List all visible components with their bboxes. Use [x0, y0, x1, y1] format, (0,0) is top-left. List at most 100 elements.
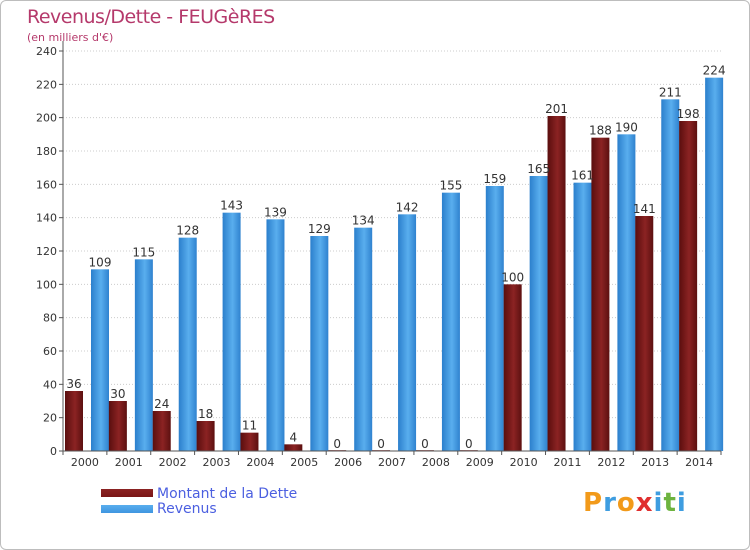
- bar-revenus: [222, 212, 241, 451]
- x-tick-label: 2010: [510, 456, 538, 469]
- y-tick-label: 20: [43, 412, 57, 425]
- y-tick-label: 240: [36, 45, 57, 58]
- bar-revenus: [485, 186, 504, 451]
- y-tick-label: 0: [50, 445, 57, 458]
- data-label-revenus: 143: [220, 199, 243, 213]
- data-label-revenus: 224: [703, 64, 726, 78]
- data-label-revenus: 128: [176, 224, 199, 238]
- bar-revenus: [266, 219, 285, 451]
- legend-swatch-revenus: [101, 505, 153, 513]
- data-label-revenus: 155: [439, 179, 462, 193]
- bar-revenus: [705, 77, 724, 452]
- x-tick-label: 2011: [553, 456, 581, 469]
- data-label-dette: 30: [110, 387, 125, 401]
- data-label-revenus: 161: [571, 169, 594, 183]
- data-label-revenus: 129: [308, 222, 331, 236]
- logo-letter: i: [653, 488, 664, 518]
- bar-dette: [108, 401, 127, 451]
- x-tick-label: 2007: [378, 456, 406, 469]
- bar-dette: [679, 121, 698, 451]
- x-tick-label: 2006: [334, 456, 362, 469]
- data-label-dette: 0: [377, 437, 385, 451]
- proxiti-logo: Proxiti: [583, 488, 687, 518]
- y-tick-label: 180: [36, 145, 57, 158]
- logo-letter: P: [583, 488, 604, 518]
- y-tick-label: 120: [36, 245, 57, 258]
- x-tick-label: 2001: [115, 456, 143, 469]
- bar-dette: [240, 432, 259, 451]
- bar-revenus: [441, 192, 460, 451]
- x-tick-label: 2003: [203, 456, 231, 469]
- bar-dette: [196, 421, 215, 451]
- x-tick-label: 2014: [685, 456, 713, 469]
- y-tick-label: 140: [36, 212, 57, 225]
- y-tick-label: 200: [36, 112, 57, 125]
- data-label-dette: 141: [633, 202, 656, 216]
- x-tick-label: 2013: [641, 456, 669, 469]
- data-label-dette: 0: [333, 437, 341, 451]
- data-label-dette: 11: [242, 419, 257, 433]
- data-label-dette: 4: [290, 430, 298, 444]
- y-tick-label: 60: [43, 345, 57, 358]
- data-label-revenus: 115: [132, 245, 155, 259]
- data-label-dette: 201: [545, 102, 568, 116]
- data-label-dette: 24: [154, 397, 169, 411]
- data-label-revenus: 190: [615, 120, 638, 134]
- data-label-revenus: 211: [659, 85, 682, 99]
- x-tick-label: 2012: [597, 456, 625, 469]
- y-tick-label: 40: [43, 378, 57, 391]
- bar-revenus: [310, 236, 329, 451]
- x-tick-label: 2002: [159, 456, 187, 469]
- data-label-dette: 100: [501, 270, 524, 284]
- legend-label-dette: Montant de la Dette: [157, 486, 298, 502]
- data-label-dette: 0: [421, 437, 429, 451]
- x-tick-label: 2004: [246, 456, 274, 469]
- logo-letter: x: [635, 488, 654, 518]
- bar-dette: [503, 284, 522, 451]
- data-label-dette: 188: [589, 124, 612, 138]
- x-tick-label: 2000: [71, 456, 99, 469]
- bar-revenus: [398, 214, 417, 451]
- chart-title: Revenus/Dette - FEUGèRES: [27, 6, 275, 28]
- data-label-dette: 36: [66, 377, 81, 391]
- bar-revenus: [529, 176, 548, 451]
- logo-letter: r: [603, 488, 617, 518]
- data-label-dette: 0: [465, 437, 473, 451]
- data-label-revenus: 109: [89, 255, 112, 269]
- bar-revenus: [354, 227, 373, 451]
- bar-dette: [65, 391, 83, 451]
- legend-label-revenus: Revenus: [157, 501, 217, 517]
- x-tick-label: 2008: [422, 456, 450, 469]
- data-labels: 36 109 30 115 24 128 18 143 11 139 4 129 0 134 0 142 0 15…: [66, 64, 725, 451]
- bar-revenus: [134, 259, 153, 451]
- data-label-revenus: 165: [527, 162, 550, 176]
- chart-subtitle: (en milliers d'€): [27, 31, 114, 44]
- bar-dette: [284, 444, 303, 451]
- y-tick-label: 80: [43, 312, 57, 325]
- bar-revenus: [178, 237, 197, 451]
- logo-letter: o: [616, 488, 636, 518]
- bar-dette: [547, 116, 566, 451]
- data-label-revenus: 134: [352, 214, 375, 228]
- y-tick-label: 100: [36, 278, 57, 291]
- data-label-revenus: 139: [264, 205, 287, 219]
- data-label-revenus: 142: [396, 200, 419, 214]
- data-label-revenus: 159: [483, 172, 506, 186]
- logo-letter: t: [663, 488, 677, 518]
- bar-dette: [635, 216, 654, 451]
- data-label-dette: 18: [198, 407, 213, 421]
- logo-letter: i: [676, 488, 687, 518]
- data-label-dette: 198: [677, 107, 700, 121]
- bar-revenus: [91, 269, 109, 451]
- y-tick-label: 220: [36, 78, 57, 91]
- x-tick-label: 2005: [290, 456, 318, 469]
- bar-revenus: [617, 134, 636, 452]
- bars: [65, 77, 724, 452]
- x-tick-label: 2009: [466, 456, 494, 469]
- bar-revenus: [661, 99, 680, 451]
- bar-dette: [591, 137, 610, 451]
- bar-revenus: [573, 182, 592, 451]
